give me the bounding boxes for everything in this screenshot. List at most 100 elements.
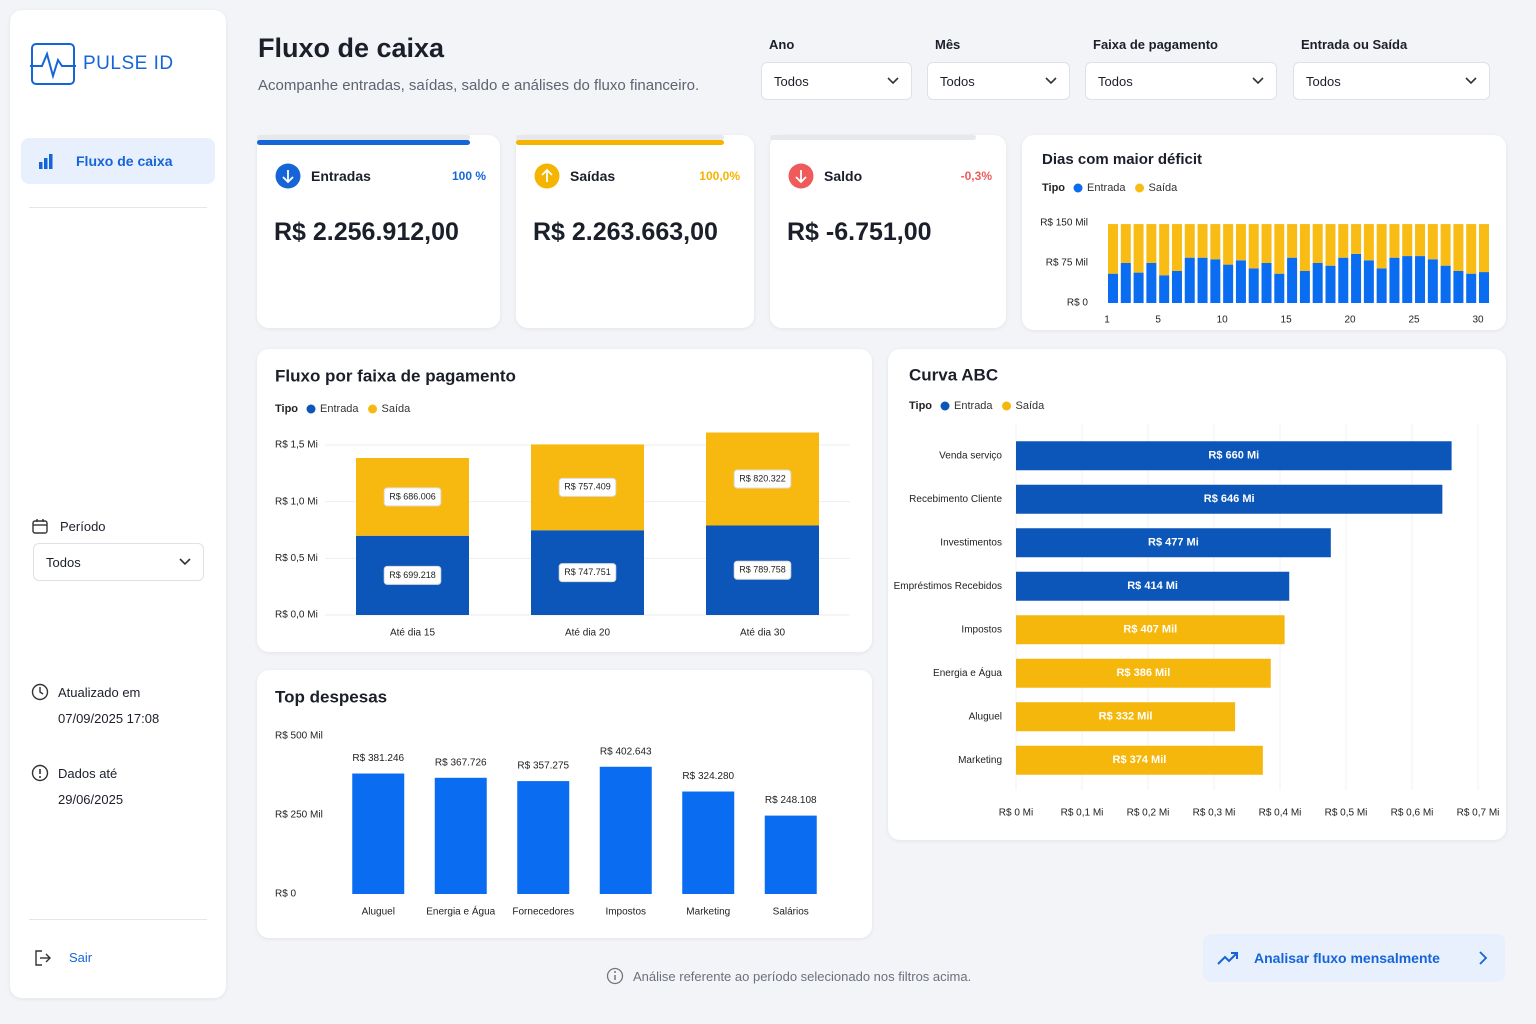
kpi-track — [257, 135, 470, 140]
bar — [1287, 257, 1298, 303]
bar — [1338, 257, 1349, 303]
bar — [1146, 224, 1157, 263]
kpi-arrow — [541, 168, 553, 176]
trend-icon — [1217, 952, 1238, 965]
kpi-card: Saídas 100,0% R$ 2.263.663,00 — [516, 135, 754, 328]
y-tick-label: Energia e Água — [933, 666, 1002, 679]
page-subtitle: Acompanhe entradas, saídas, saldo e anál… — [258, 77, 700, 94]
bar — [1376, 268, 1387, 303]
bar — [1108, 273, 1118, 303]
x-tick-label: Energia e Água — [426, 905, 495, 918]
bar — [1184, 257, 1195, 303]
bar — [764, 815, 817, 894]
value-label-box — [733, 560, 792, 580]
legend-label: Saída — [382, 403, 412, 415]
action-button[interactable]: Analisar fluxo mensalmente — [1203, 934, 1505, 982]
x-tick-label: R$ 0,7 Mi — [1457, 808, 1500, 819]
kpi-percent: -0,3% — [960, 169, 992, 183]
bar — [1274, 273, 1285, 303]
value-label-box — [383, 487, 442, 507]
bar — [1016, 441, 1452, 471]
updated-label: Atualizado em — [58, 685, 141, 700]
kpi-label: Saídas — [570, 168, 616, 184]
chart-card: Curva ABC Tipo Entrada Saída R$ 0 Mi R$ 0,1 M… — [888, 349, 1506, 840]
y-tick-label: Investimentos — [940, 537, 1002, 548]
bar — [1402, 224, 1413, 257]
bar — [1016, 615, 1285, 645]
bar — [1016, 702, 1236, 732]
value-label-box — [733, 469, 792, 489]
bar — [1299, 271, 1310, 303]
kpi-track — [770, 135, 976, 140]
kpi-label: Saldo — [824, 168, 863, 184]
bar — [1479, 224, 1489, 273]
value-label-box — [558, 477, 617, 497]
bar — [1248, 268, 1259, 303]
chevron — [179, 558, 191, 566]
period-label: Período — [60, 519, 106, 534]
kpi-card: Saldo -0,3% R$ -6.751,00 — [770, 135, 1006, 328]
y-tick-label: R$ 0,5 Mi — [275, 553, 318, 564]
kpi-icon — [275, 163, 301, 189]
bar — [1146, 263, 1157, 303]
value-label: R$ 357.275 — [517, 761, 569, 772]
filter-select[interactable]: Todos — [1085, 62, 1277, 100]
bar — [1363, 224, 1374, 261]
x-tick-label: R$ 0,5 Mi — [1325, 808, 1368, 819]
value-label: R$ 248.108 — [765, 795, 817, 806]
x-tick-label: R$ 0,2 Mi — [1127, 808, 1170, 819]
kpi-card: Entradas 100 % R$ 2.256.912,00 — [257, 135, 500, 328]
bar — [1402, 256, 1413, 303]
x-tick-label: R$ 0,6 Mi — [1391, 808, 1434, 819]
x-tick-label: Salários — [773, 907, 809, 918]
updated-value: 07/09/2025 17:08 — [58, 711, 160, 726]
y-tick-label: Venda serviço — [939, 450, 1002, 461]
legend-label: Saída — [1149, 182, 1179, 194]
bar — [1261, 263, 1272, 303]
value-label: R$ 324.280 — [682, 771, 734, 782]
value-label: R$ 332 Mil — [1099, 711, 1153, 723]
kpi-percent: 100,0% — [699, 169, 740, 183]
filter-select[interactable]: Todos — [1293, 62, 1490, 100]
kpi-icon — [534, 163, 560, 189]
bar — [1325, 224, 1336, 266]
filter-select[interactable]: Todos — [761, 62, 912, 100]
data-label: Dados até — [58, 766, 118, 781]
period-select[interactable]: Todos — [33, 543, 204, 581]
bar — [1466, 224, 1477, 274]
bar — [1351, 224, 1362, 254]
bar — [1159, 224, 1170, 276]
divider — [29, 207, 207, 208]
info-icon — [606, 967, 624, 985]
bar — [1133, 224, 1144, 273]
kpi-value: R$ 2.256.912,00 — [274, 218, 459, 246]
nav-label: Fluxo de caixa — [76, 153, 173, 169]
bar — [1120, 263, 1131, 303]
x-tick-label: Aluguel — [362, 907, 395, 918]
chevron-line — [887, 77, 899, 85]
logout[interactable]: Sair — [69, 950, 93, 965]
bar — [1312, 224, 1323, 263]
kpi-icon — [788, 163, 814, 189]
filter-select[interactable]: Todos — [927, 62, 1070, 100]
bar — [1479, 272, 1489, 303]
legend-swatch — [1073, 183, 1083, 193]
legend-swatch — [306, 404, 316, 414]
bar — [1338, 224, 1349, 258]
kpi-label: Entradas — [311, 168, 371, 184]
value-label: R$ 386 Mil — [1116, 667, 1170, 679]
x-tick-label: 10 — [1217, 315, 1229, 326]
kpi-track — [516, 135, 724, 140]
bar — [1427, 259, 1438, 303]
legend-title: Tipo — [909, 400, 932, 412]
value-label-box — [558, 563, 617, 583]
bar — [1453, 224, 1464, 271]
bar — [517, 781, 570, 894]
filter-label: Mês — [935, 37, 961, 52]
bar — [1235, 224, 1246, 261]
value-label: R$ 699.218 — [389, 570, 436, 580]
y-tick-label: R$ 0 — [1067, 298, 1089, 309]
x-tick-label: 25 — [1408, 315, 1420, 326]
divider — [29, 919, 207, 920]
nav-item[interactable]: Fluxo de caixa — [21, 138, 215, 184]
